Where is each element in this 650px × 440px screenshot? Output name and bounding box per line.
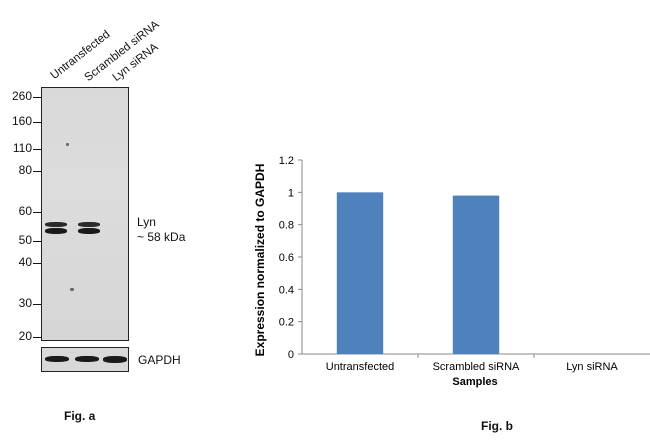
mw-marker-60: 60 <box>18 204 32 218</box>
bar-chart: Expression normalized to GAPDH 0 0.2 0.4 0.… <box>253 155 650 388</box>
loading-control-label: GAPDH <box>138 353 181 367</box>
y-tick-label: 1 <box>288 187 294 199</box>
x-tick-label: Lyn siRNA <box>566 361 618 373</box>
x-tick-label: Untransfected <box>326 361 394 373</box>
x-axis-label: Samples <box>452 376 497 388</box>
mw-marker-160: 160 <box>11 114 32 128</box>
x-tick-label: Scrambled siRNA <box>433 361 520 373</box>
y-tick-label: 0.2 <box>279 317 294 329</box>
band-gapdh-lane3 <box>103 356 127 363</box>
bar-untransfected <box>336 192 384 354</box>
y-tick-label: 0 <box>288 349 294 361</box>
mw-marker-20: 20 <box>18 329 32 343</box>
mw-tick-30 <box>33 304 41 305</box>
fig-b-label: Fig. b <box>481 419 513 433</box>
mw-marker-260: 260 <box>11 89 32 103</box>
band-label-kda: ~ 58 kDa <box>137 230 186 244</box>
mw-marker-40: 40 <box>18 255 32 269</box>
band-gapdh-lane2 <box>75 356 99 362</box>
mw-tick-160 <box>33 122 41 123</box>
mw-tick-80 <box>33 171 41 172</box>
mw-marker-110: 110 <box>12 141 32 155</box>
x-ticks: Untransfected Scrambled siRNA Lyn siRNA <box>326 354 618 373</box>
mw-tick-40 <box>33 263 41 264</box>
bar-scrambled-sirna <box>452 195 500 354</box>
band-lyn-upper-lane2 <box>78 222 100 227</box>
mw-tick-20 <box>33 337 41 338</box>
band-label-lyn: Lyn <box>137 215 156 229</box>
y-tick-label: 1.2 <box>279 155 294 167</box>
band-lyn-lower-lane2 <box>78 228 100 234</box>
gapdh-blot-panel <box>41 347 129 372</box>
mw-marker-30: 30 <box>18 296 32 310</box>
band-lyn-lower-lane1 <box>45 228 67 234</box>
y-tick-label: 0.6 <box>279 252 294 264</box>
mw-tick-60 <box>33 212 41 213</box>
band-gapdh-lane1 <box>45 356 69 362</box>
mw-tick-260 <box>33 97 41 98</box>
bars <box>336 192 500 354</box>
band-lyn-upper-lane1 <box>45 222 67 227</box>
y-ticks: 0 0.2 0.4 0.6 0.8 1 1.2 <box>279 155 302 361</box>
mw-tick-110 <box>33 149 41 150</box>
blot-speck-1 <box>66 143 69 146</box>
blot-speck-2 <box>70 288 74 291</box>
y-axis-label: Expression normalized to GAPDH <box>253 164 267 357</box>
y-tick-label: 0.4 <box>279 284 294 296</box>
mw-marker-50: 50 <box>18 233 32 247</box>
y-tick-label: 0.8 <box>279 220 294 232</box>
western-blot-panel <box>41 87 129 341</box>
fig-a-label: Fig. a <box>64 409 96 423</box>
mw-marker-80: 80 <box>18 163 32 177</box>
mw-tick-50 <box>33 241 41 242</box>
